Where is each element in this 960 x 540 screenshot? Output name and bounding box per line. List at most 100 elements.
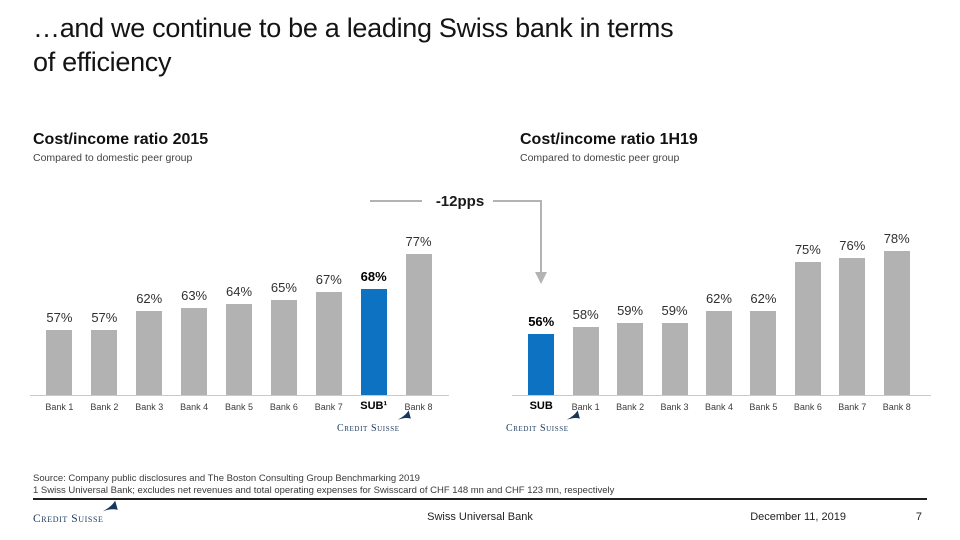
bar-bank-3 bbox=[136, 311, 163, 395]
bar-bank-6 bbox=[270, 300, 297, 395]
sail-icon bbox=[397, 410, 411, 420]
category-label: SUB¹ bbox=[360, 400, 388, 412]
bar-value-label: 58% bbox=[572, 307, 599, 322]
annotation-line-right bbox=[493, 200, 541, 202]
chart-1h19-title: Cost/income ratio 1H19 bbox=[520, 131, 698, 148]
category-axis-labels: SUB Bank 1 Bank 2 Bank 3 Bank 4 Bank 5 Bank 6 B… bbox=[519, 396, 919, 412]
bar-value-label: 62% bbox=[750, 291, 777, 306]
annotation-delta-label: -12pps bbox=[435, 193, 485, 210]
bar-bank-1 bbox=[46, 330, 73, 395]
bar-value-label: 62% bbox=[136, 291, 163, 306]
bar-column: 62% bbox=[741, 230, 785, 395]
bar-value-label: 59% bbox=[617, 303, 644, 318]
bar-column: 62% bbox=[127, 230, 172, 395]
bar-column: 58% bbox=[563, 230, 607, 395]
bar-value-label: 77% bbox=[405, 234, 432, 249]
bar-value-label: 56% bbox=[528, 314, 555, 329]
plot-area: 57% 57% 62% 63% 64% 65% 67% 68% 77% bbox=[37, 230, 441, 395]
page-title: …and we continue to be a leading Swiss b… bbox=[33, 11, 674, 79]
bar-column: 75% bbox=[786, 230, 830, 395]
bar-column: 77% bbox=[396, 230, 441, 395]
x-axis-line bbox=[30, 395, 449, 396]
page-title-line2: of efficiency bbox=[33, 47, 172, 77]
bar-value-label: 76% bbox=[839, 238, 866, 253]
bar-column: 59% bbox=[608, 230, 652, 395]
bar-bank-7 bbox=[315, 292, 342, 395]
category-label: Bank 7 bbox=[838, 402, 867, 412]
credit-suisse-logo-sub-1h19: Credit Suisse bbox=[506, 410, 580, 436]
category-label: SUB bbox=[529, 400, 553, 412]
bar-value-label: 67% bbox=[315, 272, 342, 287]
credit-suisse-logo-footer: Credit Suisse bbox=[33, 500, 118, 527]
bar-value-label: 75% bbox=[794, 242, 821, 257]
category-label: Bank 8 bbox=[882, 402, 911, 412]
chart-1h19-subtitle: Compared to domestic peer group bbox=[520, 152, 680, 164]
category-axis-labels: Bank 1 Bank 2 Bank 3 Bank 4 Bank 5 Bank 6 Bank… bbox=[37, 396, 441, 412]
credit-suisse-wordmark: Credit Suisse bbox=[33, 513, 104, 525]
bar-value-label: 62% bbox=[705, 291, 732, 306]
bar-value-label: 63% bbox=[181, 288, 208, 303]
chart-1h19-header: Cost/income ratio 1H19 Compared to domes… bbox=[520, 131, 698, 164]
category-label: Bank 1 bbox=[571, 402, 600, 412]
bar-bank-7 bbox=[839, 258, 866, 395]
bar-column: 57% bbox=[37, 230, 82, 395]
bar-value-label: 64% bbox=[225, 284, 253, 299]
category-label: Bank 4 bbox=[180, 402, 209, 412]
credit-suisse-wordmark: Credit Suisse bbox=[337, 423, 400, 434]
category-label: Bank 6 bbox=[793, 402, 822, 412]
category-label: Bank 2 bbox=[90, 402, 119, 412]
footer-divider bbox=[33, 498, 927, 500]
page-number: 7 bbox=[915, 511, 922, 523]
arrow-down-icon bbox=[534, 272, 547, 284]
sail-icon bbox=[102, 500, 118, 512]
bar-bank-2 bbox=[617, 323, 644, 395]
annotation-arrow-shaft bbox=[540, 200, 542, 272]
bar-sub bbox=[528, 334, 555, 395]
bar-value-label: 68% bbox=[360, 269, 387, 284]
x-axis-line bbox=[512, 395, 931, 396]
footnotes: Source: Company public disclosures and T… bbox=[33, 473, 614, 497]
bar-bank-8 bbox=[883, 251, 910, 395]
bar-bank-6 bbox=[794, 262, 821, 395]
plot-area: 56% 58% 59% 59% 62% 62% 75% 76% 78% bbox=[519, 230, 919, 395]
bar-bank-2 bbox=[91, 330, 118, 395]
chart-2015-title: Cost/income ratio 2015 bbox=[33, 131, 209, 148]
bar-value-label: 57% bbox=[91, 310, 118, 325]
bar-bank-4 bbox=[705, 311, 732, 395]
category-label: Bank 3 bbox=[135, 402, 164, 412]
bar-bank-5 bbox=[226, 304, 252, 395]
bar-column: 56% bbox=[519, 230, 563, 395]
bar-column: 57% bbox=[82, 230, 127, 395]
category-label: Bank 2 bbox=[616, 402, 645, 412]
bar-column: 78% bbox=[875, 230, 919, 395]
bar-column: 59% bbox=[652, 230, 696, 395]
bar-column: 68% bbox=[351, 230, 396, 395]
bar-bank-4 bbox=[181, 308, 208, 395]
bar-column: 64% bbox=[217, 230, 262, 395]
chart-2015-header: Cost/income ratio 2015 Compared to domes… bbox=[33, 131, 208, 164]
bar-bank-1 bbox=[572, 327, 599, 395]
chart-2015-subtitle: Compared to domestic peer group bbox=[33, 152, 193, 164]
bar-value-label: 59% bbox=[661, 303, 688, 318]
bar-bank-5 bbox=[750, 311, 777, 395]
category-label: Bank 8 bbox=[404, 402, 433, 412]
category-label: Bank 7 bbox=[314, 402, 343, 412]
bar-column: 62% bbox=[697, 230, 741, 395]
footnote-1: 1 Swiss Universal Bank; excludes net rev… bbox=[33, 485, 615, 496]
category-label: Bank 5 bbox=[749, 402, 778, 412]
category-label: Bank 4 bbox=[704, 402, 733, 412]
category-label: Bank 3 bbox=[660, 402, 689, 412]
bar-bank-8 bbox=[405, 254, 432, 395]
bar-value-label: 65% bbox=[270, 280, 297, 295]
bar-sub- bbox=[360, 289, 387, 395]
footer-date: December 11, 2019 bbox=[750, 511, 846, 523]
bar-value-label: 57% bbox=[46, 310, 73, 325]
bar-column: 65% bbox=[261, 230, 306, 395]
bar-column: 76% bbox=[830, 230, 874, 395]
bar-column: 67% bbox=[306, 230, 351, 395]
bar-value-label: 78% bbox=[883, 231, 910, 246]
category-label: Bank 1 bbox=[45, 402, 74, 412]
credit-suisse-logo-sub-2015: Credit Suisse bbox=[337, 410, 411, 436]
annotation-line-left bbox=[370, 200, 422, 202]
sail-icon bbox=[566, 410, 580, 420]
